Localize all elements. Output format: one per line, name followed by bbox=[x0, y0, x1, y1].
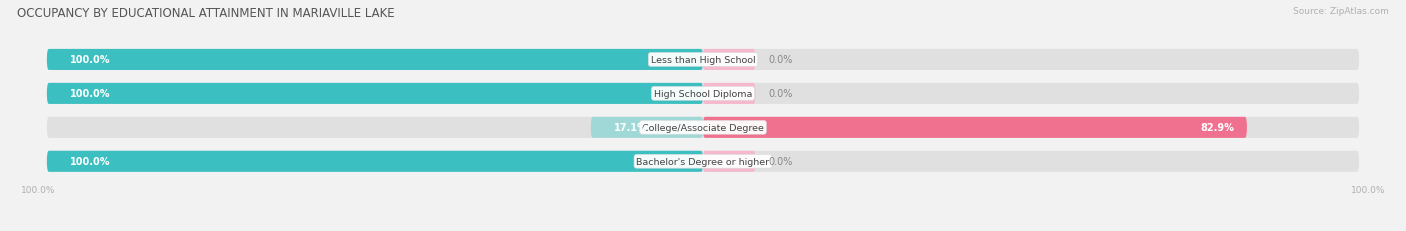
FancyBboxPatch shape bbox=[703, 151, 755, 172]
Text: Bachelor's Degree or higher: Bachelor's Degree or higher bbox=[637, 157, 769, 166]
Text: High School Diploma: High School Diploma bbox=[654, 89, 752, 98]
Legend: Owner-occupied, Renter-occupied: Owner-occupied, Renter-occupied bbox=[595, 229, 811, 231]
FancyBboxPatch shape bbox=[46, 50, 703, 71]
Text: 100.0%: 100.0% bbox=[1351, 185, 1385, 194]
FancyBboxPatch shape bbox=[703, 117, 1247, 138]
Text: 0.0%: 0.0% bbox=[769, 157, 793, 167]
Text: 100.0%: 100.0% bbox=[70, 89, 110, 99]
Text: 100.0%: 100.0% bbox=[21, 185, 55, 194]
Text: Less than High School: Less than High School bbox=[651, 56, 755, 65]
Text: 0.0%: 0.0% bbox=[769, 55, 793, 65]
FancyBboxPatch shape bbox=[46, 117, 1360, 138]
Text: 0.0%: 0.0% bbox=[769, 89, 793, 99]
Text: 100.0%: 100.0% bbox=[70, 157, 110, 167]
FancyBboxPatch shape bbox=[591, 117, 703, 138]
FancyBboxPatch shape bbox=[703, 50, 755, 71]
Text: 17.1%: 17.1% bbox=[614, 123, 648, 133]
Text: 82.9%: 82.9% bbox=[1199, 123, 1234, 133]
Text: Source: ZipAtlas.com: Source: ZipAtlas.com bbox=[1294, 7, 1389, 16]
FancyBboxPatch shape bbox=[46, 151, 1360, 172]
Text: College/Associate Degree: College/Associate Degree bbox=[643, 123, 763, 132]
Text: 100.0%: 100.0% bbox=[70, 55, 110, 65]
FancyBboxPatch shape bbox=[46, 83, 703, 104]
Text: OCCUPANCY BY EDUCATIONAL ATTAINMENT IN MARIAVILLE LAKE: OCCUPANCY BY EDUCATIONAL ATTAINMENT IN M… bbox=[17, 7, 395, 20]
FancyBboxPatch shape bbox=[46, 50, 1360, 71]
FancyBboxPatch shape bbox=[46, 83, 1360, 104]
FancyBboxPatch shape bbox=[703, 83, 755, 104]
FancyBboxPatch shape bbox=[46, 151, 703, 172]
